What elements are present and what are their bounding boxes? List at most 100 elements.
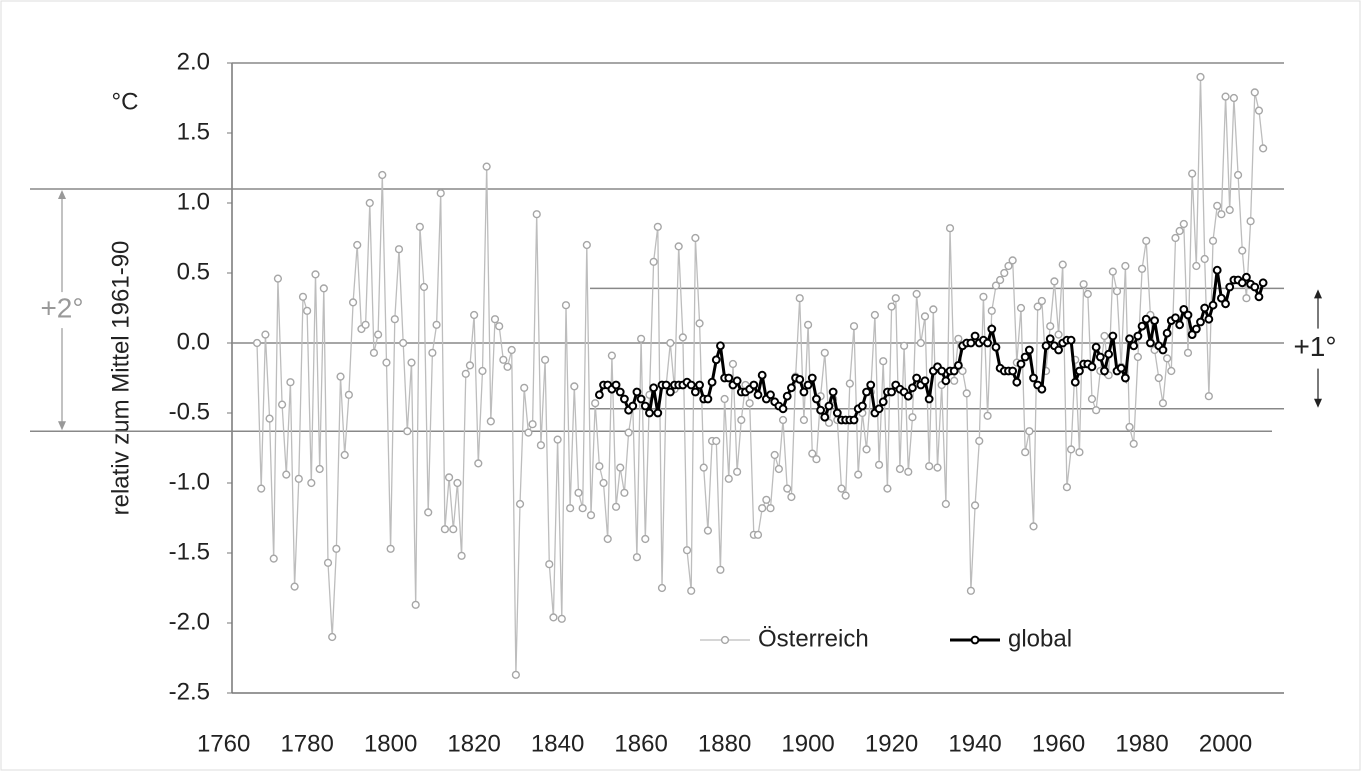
data-point xyxy=(591,399,600,408)
data-point xyxy=(808,449,817,458)
data-point xyxy=(1254,292,1264,302)
data-point xyxy=(374,330,383,339)
data-point xyxy=(528,420,537,429)
label-bg xyxy=(1285,328,1355,369)
data-point xyxy=(1146,338,1155,348)
data-point xyxy=(866,380,876,390)
data-point xyxy=(419,282,429,292)
data-point xyxy=(716,565,725,574)
data-point xyxy=(403,427,412,436)
data-point xyxy=(666,338,675,348)
data-point xyxy=(1137,321,1147,331)
data-point xyxy=(1196,317,1205,327)
y-tick-label: -0.5 xyxy=(169,398,210,425)
data-point xyxy=(916,338,925,348)
y-tick-label: 0.5 xyxy=(177,258,210,285)
data-point xyxy=(1054,330,1063,339)
data-point xyxy=(394,245,404,254)
data-point xyxy=(1008,256,1017,265)
data-point xyxy=(1066,445,1076,454)
data-point xyxy=(1204,314,1214,324)
data-point xyxy=(499,355,508,364)
data-point xyxy=(874,404,884,414)
data-point xyxy=(378,170,387,180)
data-point xyxy=(1075,366,1084,376)
data-point xyxy=(561,301,571,310)
data-point xyxy=(1242,294,1251,303)
data-point xyxy=(490,315,500,324)
data-point xyxy=(983,338,993,348)
x-tick-label: 1960 xyxy=(1032,730,1085,757)
data-point xyxy=(578,504,587,513)
data-point xyxy=(720,394,729,404)
data-point xyxy=(461,369,470,378)
data-point xyxy=(837,484,846,493)
data-point xyxy=(1045,334,1055,344)
data-point xyxy=(611,380,621,390)
data-point xyxy=(1116,363,1126,373)
data-point xyxy=(273,274,283,283)
data-point xyxy=(724,373,734,383)
data-point xyxy=(1092,406,1101,415)
data-point xyxy=(816,405,826,415)
data-point xyxy=(653,408,663,418)
data-point xyxy=(1213,201,1222,210)
data-point xyxy=(540,355,550,364)
data-point xyxy=(1095,352,1105,362)
data-point xyxy=(699,463,708,472)
data-point xyxy=(707,377,717,387)
data-point xyxy=(778,404,788,414)
data-point xyxy=(812,455,821,464)
data-point xyxy=(712,436,721,446)
data-point xyxy=(762,495,771,504)
data-point xyxy=(1125,334,1134,344)
data-point xyxy=(1238,246,1247,255)
data-point xyxy=(749,380,759,390)
data-point xyxy=(879,357,888,366)
data-point xyxy=(382,358,391,367)
data-point xyxy=(857,401,867,411)
legend-label: Österreich xyxy=(758,625,869,652)
data-point xyxy=(912,289,921,299)
data-point xyxy=(1100,331,1109,341)
data-point xyxy=(737,415,746,425)
data-point xyxy=(507,345,516,355)
data-point xyxy=(733,467,742,476)
data-point xyxy=(1179,219,1188,229)
data-point xyxy=(649,257,658,266)
data-point xyxy=(611,502,621,511)
data-point xyxy=(1221,299,1230,309)
data-point xyxy=(323,558,333,567)
data-point xyxy=(549,613,558,622)
data-point xyxy=(1188,169,1197,178)
data-point xyxy=(1024,345,1034,355)
data-point xyxy=(1062,483,1072,492)
data-point xyxy=(1229,93,1239,103)
x-tick-label: 1980 xyxy=(1115,730,1168,757)
data-point xyxy=(1021,448,1030,457)
data-point xyxy=(1112,287,1122,296)
data-point xyxy=(482,162,491,171)
data-point xyxy=(966,586,976,595)
data-point xyxy=(941,499,950,509)
data-point xyxy=(883,484,892,493)
y-tick-label: -1.5 xyxy=(169,538,210,565)
x-tick-label: 1800 xyxy=(364,730,417,757)
data-point xyxy=(807,373,817,383)
data-point xyxy=(758,504,767,513)
data-point xyxy=(1221,92,1230,101)
data-point xyxy=(1087,394,1097,404)
legend-marker xyxy=(970,635,980,645)
data-point xyxy=(645,408,654,418)
data-point xyxy=(903,391,913,401)
data-point xyxy=(1129,439,1138,448)
data-point xyxy=(799,415,809,425)
data-point xyxy=(399,338,408,348)
data-point xyxy=(478,366,487,376)
data-point xyxy=(1208,236,1218,245)
data-point xyxy=(1183,348,1193,357)
data-point xyxy=(632,553,642,562)
data-point xyxy=(595,462,604,471)
data-point xyxy=(1041,341,1051,351)
data-point xyxy=(1083,289,1092,299)
